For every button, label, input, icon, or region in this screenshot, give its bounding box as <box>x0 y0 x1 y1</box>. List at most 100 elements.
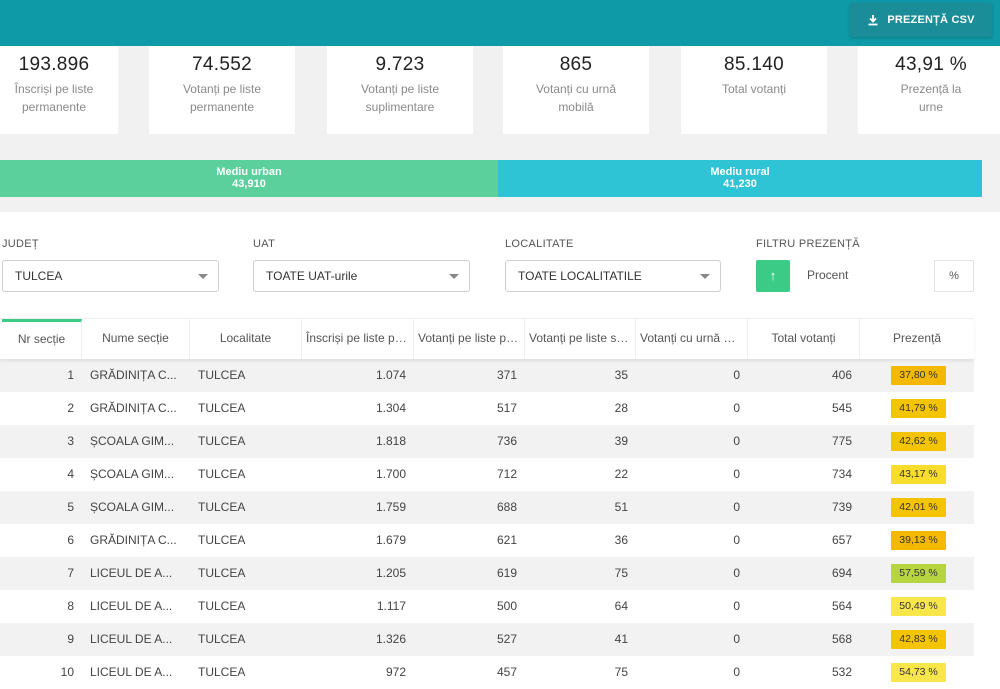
cell-votanti-permanente: 621 <box>496 533 517 547</box>
percent-input[interactable]: Procent <box>807 268 849 282</box>
top-bar: PREZENȚĂ CSV <box>0 0 1000 46</box>
table-row[interactable]: 4 ȘCOALA GIM... TULCEA 1.700 712 22 0 734 43,17 … <box>0 458 974 491</box>
cell-localitate: TULCEA <box>198 665 246 679</box>
stat-card-prezenta: 43,91 % Prezență la urne <box>858 46 1000 134</box>
localitate-select[interactable]: TOATE LOCALITATILE <box>505 260 721 292</box>
cell-nume: GRĂDINIȚA C... <box>90 533 177 547</box>
cell-nume: ȘCOALA GIM... <box>90 467 175 481</box>
sort-direction-button[interactable]: ↑ <box>756 260 790 292</box>
cell-inscrisi: 1.818 <box>375 434 406 448</box>
cell-urna-mobila: 0 <box>733 401 740 415</box>
cell-votanti-permanente: 736 <box>496 434 517 448</box>
uat-label: UAT <box>253 238 276 250</box>
stat-card-votanti-permanente: 74.552 Votanți pe liste permanente <box>149 46 295 134</box>
table-row[interactable]: 8 LICEUL DE A... TULCEA 1.117 500 64 0 564 50,49… <box>0 590 974 623</box>
prezenta-badge: 42,01 % <box>891 498 946 517</box>
cell-localitate: TULCEA <box>198 566 246 580</box>
table-row[interactable]: 2 GRĂDINIȚA C... TULCEA 1.304 517 28 0 545 41,79… <box>0 392 974 425</box>
cell-nume: ȘCOALA GIM... <box>90 500 175 514</box>
stat-value: 865 <box>559 54 593 75</box>
judet-select[interactable]: TULCEA <box>2 260 219 292</box>
judet-select-value: TULCEA <box>15 269 63 283</box>
cell-localitate: TULCEA <box>198 533 246 547</box>
cell-localitate: TULCEA <box>198 500 246 514</box>
judet-label: JUDEȚ <box>2 238 39 250</box>
export-csv-button[interactable]: PREZENȚĂ CSV <box>850 3 992 37</box>
table-row[interactable]: 10 LICEUL DE A... TULCEA 972 457 75 0 532 54,73 … <box>0 656 974 689</box>
stat-label: Votanți cu urnă mobilă <box>535 82 617 114</box>
cell-localitate: TULCEA <box>198 599 246 613</box>
stat-label: Votanți pe liste suplimentare <box>360 82 440 114</box>
cell-total: 657 <box>831 533 852 547</box>
cell-nr: 8 <box>67 599 74 613</box>
table-row[interactable]: 5 ȘCOALA GIM... TULCEA 1.759 688 51 0 739 42,01 … <box>0 491 974 524</box>
mediu-urban-label: Mediu urban <box>216 166 282 178</box>
cell-votanti-permanente: 500 <box>496 599 517 613</box>
stat-card-votanti-suplimentare: 9.723 Votanți pe liste suplimentare <box>327 46 473 134</box>
cell-inscrisi: 1.117 <box>376 599 406 613</box>
column-header-prezenta[interactable]: Prezență <box>892 331 942 345</box>
cell-urna-mobila: 0 <box>733 500 740 514</box>
stat-label: Total votanți <box>721 82 787 96</box>
stat-label: Prezență la urne <box>900 82 962 114</box>
cell-nr: 10 <box>60 665 74 679</box>
cell-votanti-permanente: 619 <box>496 566 517 580</box>
cell-nr: 4 <box>67 467 74 481</box>
arrow-up-icon: ↑ <box>769 268 777 283</box>
column-header-votanti-suplimentare[interactable]: Votanți pe liste suplimentare <box>525 319 636 359</box>
prezenta-badge: 42,62 % <box>891 432 946 451</box>
table-row[interactable]: 3 ȘCOALA GIM... TULCEA 1.818 736 39 0 775 42,62 … <box>0 425 974 458</box>
cell-urna-mobila: 0 <box>733 368 740 382</box>
column-header-total[interactable]: Total votanți <box>748 319 860 359</box>
cell-total: 568 <box>831 632 852 646</box>
cell-total: 734 <box>831 467 852 481</box>
stat-value: 9.723 <box>375 54 425 75</box>
cell-votanti-suplimentare: 22 <box>614 467 628 481</box>
cell-nr: 6 <box>67 533 74 547</box>
cell-nr: 7 <box>67 566 74 580</box>
uat-select[interactable]: TOATE UAT-urile <box>253 260 470 292</box>
stat-card-urna-mobila: 865 Votanți cu urnă mobilă <box>503 46 649 134</box>
cell-urna-mobila: 0 <box>733 434 740 448</box>
column-header-votanti-permanente[interactable]: Votanți pe liste permanente <box>414 319 525 359</box>
table-row[interactable]: 6 GRĂDINIȚA C... TULCEA 1.679 621 36 0 657 39,13… <box>0 524 974 557</box>
prezenta-badge: 54,73 % <box>891 663 946 682</box>
column-header-localitate[interactable]: Localitate <box>190 319 302 359</box>
stat-value: 74.552 <box>192 54 252 75</box>
column-header-urna-mobila[interactable]: Votanți cu urnă mobilă <box>636 319 748 359</box>
cell-total: 739 <box>831 500 852 514</box>
table-row[interactable]: 9 LICEUL DE A... TULCEA 1.326 527 41 0 568 42,83… <box>0 623 974 656</box>
cell-inscrisi: 1.759 <box>375 500 406 514</box>
cell-nr: 3 <box>67 434 74 448</box>
cell-votanti-permanente: 517 <box>496 401 517 415</box>
mediu-rural-label: Mediu rural <box>710 166 770 178</box>
cell-votanti-permanente: 688 <box>496 500 517 514</box>
cell-nume: LICEUL DE A... <box>90 665 173 679</box>
percent-unit: % <box>934 260 974 292</box>
prezenta-badge: 39,13 % <box>891 531 946 550</box>
prezenta-badge: 50,49 % <box>891 597 946 616</box>
cell-inscrisi: 972 <box>385 665 406 679</box>
cell-localitate: TULCEA <box>198 467 246 481</box>
cell-localitate: TULCEA <box>198 401 246 415</box>
cell-total: 564 <box>831 599 852 613</box>
column-header-nume[interactable]: Nume secție <box>82 319 190 359</box>
stat-label: Votanți pe liste permanente <box>182 82 262 114</box>
cell-total: 406 <box>831 368 852 382</box>
column-header-inscrisi[interactable]: Înscriși pe liste permanente <box>302 319 414 359</box>
chevron-down-icon <box>449 274 459 279</box>
download-icon <box>868 15 878 26</box>
mediu-rural-value: 41,230 <box>723 178 757 190</box>
column-header-nr[interactable]: Nr secție <box>2 319 82 359</box>
results-table: Nr secție Nume secție Localitate Înscriș… <box>0 318 974 689</box>
cell-nr: 1 <box>67 368 74 382</box>
cell-nr: 9 <box>67 632 74 646</box>
table-row[interactable]: 7 LICEUL DE A... TULCEA 1.205 619 75 0 694 57,59… <box>0 557 974 590</box>
cell-votanti-suplimentare: 28 <box>614 401 628 415</box>
cell-localitate: TULCEA <box>198 632 246 646</box>
prezenta-badge: 57,59 % <box>891 564 946 583</box>
cell-votanti-suplimentare: 41 <box>614 632 628 646</box>
prezenta-badge: 42,83 % <box>891 630 946 649</box>
table-row[interactable]: 1 GRĂDINIȚA C... TULCEA 1.074 371 35 0 406 37,80… <box>0 359 974 392</box>
stats-panel: 193.896 Înscriși pe liste permanente 74.… <box>0 46 1000 150</box>
